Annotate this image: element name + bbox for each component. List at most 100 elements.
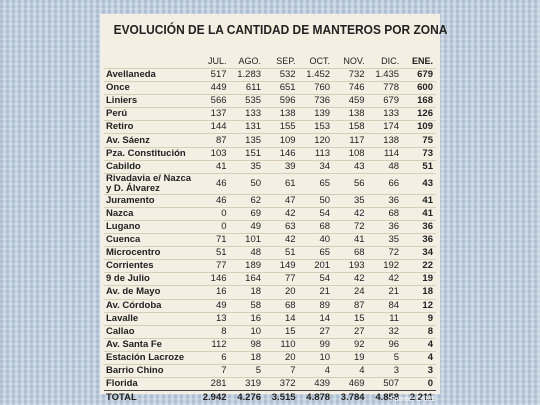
cell: 0: [402, 377, 436, 391]
zone-name: Av. Sáenz: [104, 133, 195, 148]
cell: 51: [264, 246, 299, 260]
zone-name: 9 de Julio: [104, 272, 195, 286]
cell: 155: [264, 120, 299, 134]
row: Once 449 611 651 760 746 778 600: [104, 81, 436, 95]
cell: 46: [195, 172, 230, 195]
cell: 11: [367, 311, 403, 326]
row: Pza. Constitución 103 151 146 113 108 114 73: [104, 146, 436, 161]
row: Microcentro 51 48 51 65 68 72 34: [104, 246, 436, 260]
cell: 133: [367, 107, 403, 121]
cell: 22: [402, 259, 436, 273]
cell: 192: [367, 259, 403, 273]
cell: 35: [367, 233, 403, 247]
row: Barrio Chino 7 5 7 4 4 3 3: [104, 363, 436, 378]
cell: 36: [402, 233, 436, 247]
zone-name: Lugano: [104, 219, 195, 234]
cell: 108: [333, 146, 368, 161]
cell: 319: [229, 377, 265, 391]
cell: 15: [333, 311, 368, 326]
cell: 133: [229, 107, 265, 121]
cell: 65: [298, 246, 334, 260]
cell: 68: [298, 219, 334, 234]
cell: 109: [402, 120, 436, 134]
cell: 5: [229, 363, 265, 378]
cell: 13: [195, 311, 230, 326]
cell: 0: [195, 219, 230, 234]
cell: 75: [402, 133, 436, 148]
cell: 46: [195, 193, 230, 208]
zone-name: Av. de Mayo: [104, 285, 195, 299]
cell: 4: [402, 350, 436, 365]
cell: 109: [264, 133, 299, 148]
cell: 21: [298, 285, 334, 299]
cell: 760: [298, 81, 334, 95]
cell: 110: [264, 337, 299, 352]
row: Retiro 144 131 155 153 158 174 109: [104, 120, 436, 134]
column-header: ENE.: [411, 56, 433, 66]
cell: 56: [333, 172, 368, 195]
cell: 96: [367, 337, 403, 352]
cell: 746: [333, 81, 368, 95]
cell: 1.283: [229, 67, 265, 82]
cell: 1.435: [367, 67, 403, 82]
zone-name: Florida: [104, 377, 195, 391]
cell: 611: [229, 81, 265, 95]
cell: 87: [195, 133, 230, 148]
cell: 651: [264, 81, 299, 95]
row: Juramento 46 62 47 50 35 36 41: [104, 193, 436, 208]
cell: 158: [333, 120, 368, 134]
title: EVOLUCIÓN DE LA CANTIDAD DE MANTEROS POR…: [113, 22, 448, 37]
cell: 732: [333, 67, 368, 82]
zone-name: Callao: [104, 324, 195, 339]
cell: 39: [264, 159, 299, 174]
corner: [104, 54, 195, 69]
cell: 532: [264, 67, 299, 82]
row: Av. Sáenz 87 135 109 120 117 138 75: [104, 133, 436, 148]
cell: 42: [333, 206, 368, 221]
zone-name: Retiro: [104, 120, 195, 134]
cell: 139: [298, 107, 334, 121]
zone-name: Pza. Constitución: [104, 146, 195, 161]
row: Perú 137 133 138 139 138 133 126: [104, 107, 436, 121]
cell: 65: [298, 172, 334, 195]
table-body: Avellaneda 517 1.283 532 1.452 732 1.435 679 Onc…: [104, 67, 436, 405]
cell: 736: [298, 94, 334, 108]
zone-name: Barrio Chino: [104, 363, 195, 378]
cell: 135: [229, 133, 265, 148]
cell: 469: [333, 377, 368, 391]
cell: 48: [229, 246, 265, 260]
cell: 112: [195, 337, 230, 352]
cell: 372: [264, 377, 299, 391]
cell: 42: [264, 206, 299, 221]
cell: 12: [402, 298, 436, 313]
cell: 5: [367, 350, 403, 365]
cell: 77: [195, 259, 230, 273]
row: Av. Santa Fe 112 98 110 99 92 96 4: [104, 337, 436, 352]
cell: 98: [229, 337, 265, 352]
cell: 138: [333, 107, 368, 121]
cell: 439: [298, 377, 334, 391]
cell: 4: [402, 337, 436, 352]
cell: 10: [229, 324, 265, 339]
column-header: OCT.: [309, 56, 331, 66]
cell: 48: [367, 159, 403, 174]
table: JUL. AGO. SEP. OCT. NOV. DIC. ENE. Avellaneda 5…: [104, 54, 436, 405]
total-cell: 3.515: [264, 390, 299, 405]
cell: 1.452: [298, 67, 334, 82]
cell: 19: [333, 350, 368, 365]
row: Corrientes 77 189 149 201 193 192 22: [104, 259, 436, 273]
row: Callao 8 10 15 27 27 32 8: [104, 324, 436, 339]
cell: 20: [264, 350, 299, 365]
row: Nazca 0 69 42 54 42 68 41: [104, 206, 436, 221]
cell: 146: [195, 272, 230, 286]
cell: 151: [229, 146, 265, 161]
cell: 49: [195, 298, 230, 313]
cell: 50: [229, 172, 265, 195]
cell: 6: [195, 350, 230, 365]
cell: 146: [264, 146, 299, 161]
cell: 47: [264, 193, 299, 208]
source: Fuente: CAME: [390, 396, 436, 403]
cell: 126: [402, 107, 436, 121]
cell: 778: [367, 81, 403, 95]
